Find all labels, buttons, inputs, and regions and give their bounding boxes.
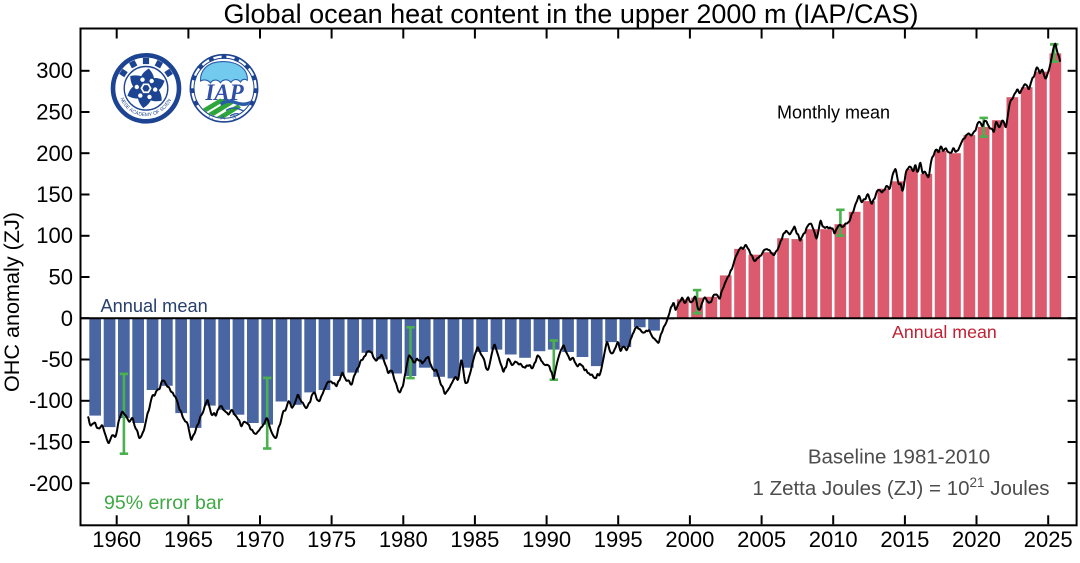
svg-text:-100: -100 (29, 388, 73, 413)
svg-text:1975: 1975 (307, 527, 356, 552)
svg-text:Monthly mean: Monthly mean (777, 103, 890, 123)
svg-text:250: 250 (36, 100, 73, 125)
svg-text:Global ocean heat content in t: Global ocean heat content in the upper 2… (224, 0, 919, 29)
svg-text:50: 50 (49, 265, 73, 290)
svg-text:1960: 1960 (92, 527, 141, 552)
svg-text:1980: 1980 (379, 527, 428, 552)
svg-text:2025: 2025 (1024, 527, 1073, 552)
svg-text:200: 200 (36, 141, 73, 166)
svg-text:150: 150 (36, 182, 73, 207)
svg-text:95% error bar: 95% error bar (104, 492, 224, 514)
svg-text:100: 100 (36, 223, 73, 248)
svg-text:1965: 1965 (164, 527, 213, 552)
svg-text:1970: 1970 (236, 527, 285, 552)
svg-text:2015: 2015 (880, 527, 929, 552)
svg-text:OHC anomaly (ZJ): OHC anomaly (ZJ) (0, 212, 24, 392)
svg-text:1985: 1985 (450, 527, 499, 552)
svg-text:300: 300 (36, 58, 73, 83)
svg-text:2010: 2010 (809, 527, 858, 552)
svg-text:1990: 1990 (522, 527, 571, 552)
svg-text:2020: 2020 (952, 527, 1001, 552)
svg-text:-200: -200 (29, 471, 73, 496)
svg-text:2000: 2000 (665, 527, 714, 552)
svg-text:Baseline 1981-2010: Baseline 1981-2010 (808, 446, 990, 469)
svg-text:1 Zetta Joules (ZJ) = 1021 Jou: 1 Zetta Joules (ZJ) = 1021 Joules (752, 475, 1049, 500)
svg-text:Annual mean: Annual mean (101, 296, 208, 316)
svg-text:0: 0 (61, 306, 73, 331)
svg-text:2005: 2005 (737, 527, 786, 552)
svg-text:C A S: C A S (208, 115, 239, 122)
svg-text:1995: 1995 (594, 527, 643, 552)
svg-text:-50: -50 (41, 347, 73, 372)
svg-text:-150: -150 (29, 430, 73, 455)
svg-text:Annual mean: Annual mean (892, 322, 997, 342)
